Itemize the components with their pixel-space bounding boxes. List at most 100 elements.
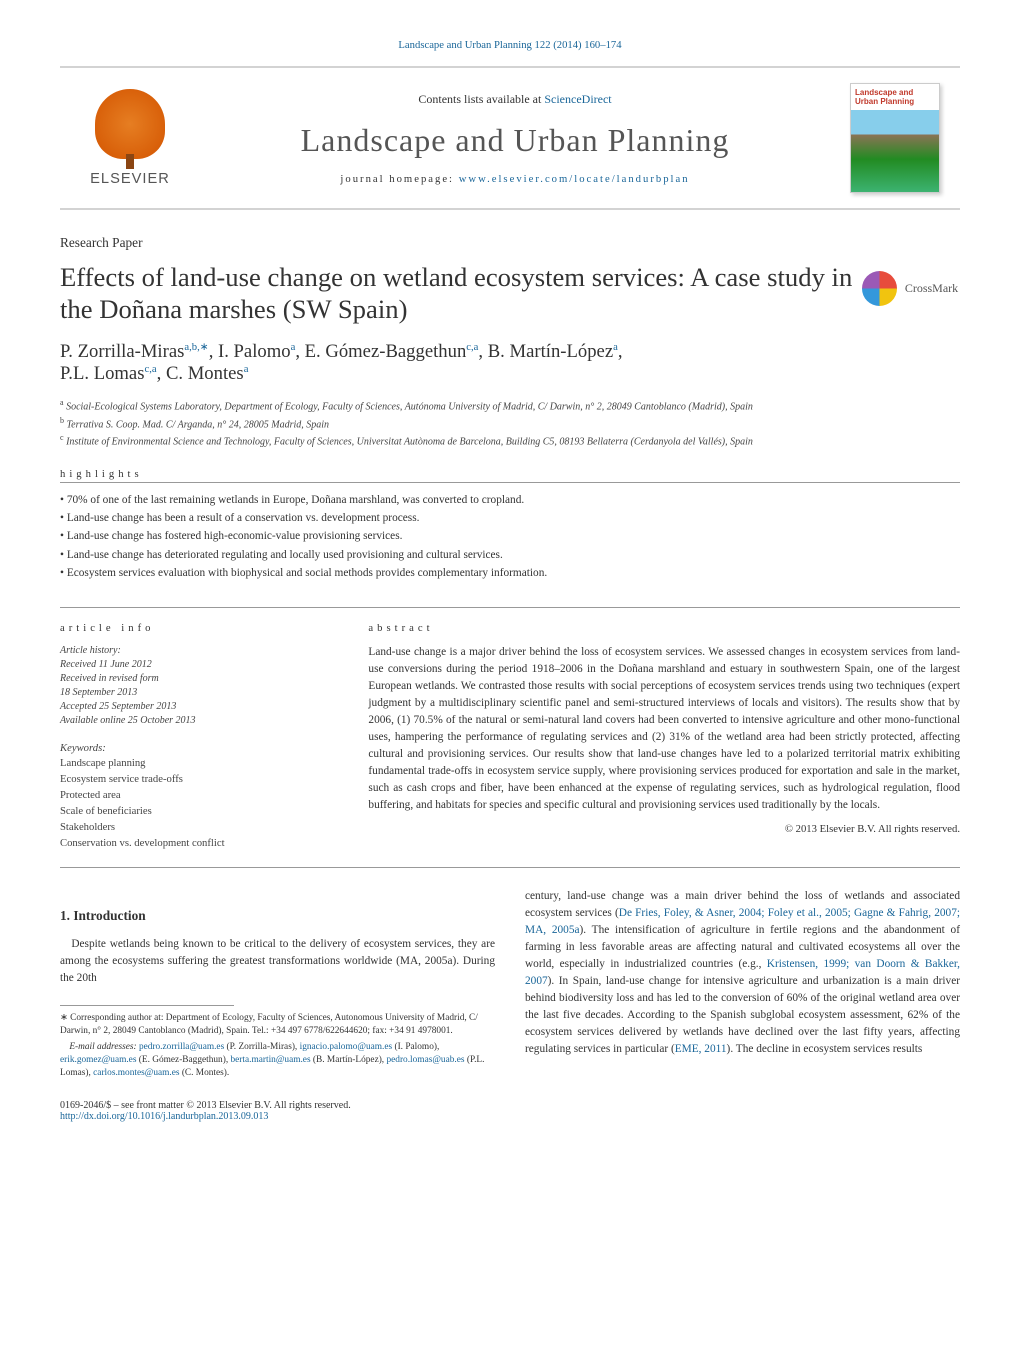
- journal-title: Landscape and Urban Planning: [180, 122, 850, 159]
- body-columns: 1. Introduction Despite wetlands being k…: [60, 888, 960, 1122]
- author-6: , C. Montes: [157, 363, 244, 384]
- history-item: Received 11 June 2012: [60, 658, 338, 672]
- keyword: Protected area: [60, 788, 338, 804]
- paper-type: Research Paper: [60, 235, 960, 251]
- top-citation-link[interactable]: Landscape and Urban Planning 122 (2014) …: [398, 40, 621, 51]
- journal-center: Contents lists available at ScienceDirec…: [180, 92, 850, 185]
- author-3: , E. Gómez-Baggethun: [295, 341, 466, 362]
- keyword: Ecosystem service trade-offs: [60, 772, 338, 788]
- author-1-sup: a,b,∗: [184, 342, 208, 353]
- paper-title: Effects of land-use change on wetland ec…: [60, 261, 960, 325]
- issn-line: 0169-2046/$ – see front matter © 2013 El…: [60, 1100, 495, 1111]
- author-5-sup: c,a: [144, 364, 156, 375]
- keyword: Stakeholders: [60, 820, 338, 836]
- highlight-item: Ecosystem services evaluation with bioph…: [60, 564, 960, 582]
- keywords-list: Landscape planning Ecosystem service tra…: [60, 756, 338, 852]
- keywords-label: Keywords:: [60, 743, 338, 754]
- body-col-right: century, land-use change was a main driv…: [525, 888, 960, 1122]
- email-link[interactable]: erik.gomez@uam.es: [60, 1055, 136, 1065]
- author-4: , B. Martín-López: [478, 341, 613, 362]
- cover-title: Landscape and Urban Planning: [851, 84, 939, 110]
- history-item: 18 September 2013: [60, 686, 338, 700]
- highlight-item: Land-use change has deteriorated regulat…: [60, 546, 960, 564]
- affiliation-b: b Terrativa S. Coop. Mad. C/ Arganda, n°…: [60, 415, 960, 432]
- author-3-sup: c,a: [466, 342, 478, 353]
- email-link[interactable]: pedro.zorrilla@uam.es: [139, 1042, 224, 1052]
- elsevier-logo: ELSEVIER: [80, 89, 180, 187]
- email-name: (E. Gómez-Baggethun),: [136, 1055, 228, 1065]
- affiliations: a Social-Ecological Systems Laboratory, …: [60, 397, 960, 449]
- email-label: E-mail addresses:: [69, 1042, 139, 1052]
- sciencedirect-link[interactable]: ScienceDirect: [544, 92, 611, 106]
- highlights-list: 70% of one of the last remaining wetland…: [60, 491, 960, 582]
- affiliation-a: a Social-Ecological Systems Laboratory, …: [60, 397, 960, 414]
- email-name: (I. Palomo),: [392, 1042, 439, 1052]
- email-block: E-mail addresses: pedro.zorrilla@uam.es …: [60, 1041, 495, 1080]
- crossmark-badge[interactable]: CrossMark: [860, 271, 960, 306]
- intro-r4: ). The decline in ecosystem services res…: [727, 1043, 923, 1055]
- history-label: Article history:: [60, 644, 338, 658]
- publisher-name: ELSEVIER: [90, 171, 170, 187]
- author-6-sup: a: [244, 364, 249, 375]
- authors: P. Zorrilla-Mirasa,b,∗, I. Palomo a , E. G…: [60, 340, 960, 385]
- bottom-line: 0169-2046/$ – see front matter © 2013 El…: [60, 1100, 495, 1122]
- footnotes: ∗ Corresponding author at: Department of…: [60, 1012, 495, 1080]
- author-1: P. Zorrilla-Miras: [60, 341, 184, 362]
- author-2: , I. Palomo: [209, 341, 291, 362]
- journal-homepage: journal homepage: www.elsevier.com/locat…: [180, 174, 850, 185]
- footnote-divider: [60, 1005, 234, 1006]
- corresponding-author: ∗ Corresponding author at: Department of…: [60, 1012, 495, 1038]
- keyword: Landscape planning: [60, 756, 338, 772]
- doi-link[interactable]: http://dx.doi.org/10.1016/j.landurbplan.…: [60, 1111, 268, 1122]
- email-name: (P. Zorrilla-Miras),: [224, 1042, 297, 1052]
- affiliation-c-text: Institute of Environmental Science and T…: [66, 436, 753, 447]
- sep: ,: [618, 341, 623, 362]
- journal-cover: Landscape and Urban Planning: [850, 83, 940, 193]
- publisher-logo-container: ELSEVIER: [80, 89, 180, 187]
- cover-image: [851, 110, 939, 192]
- journal-header: ELSEVIER Contents lists available at Sci…: [60, 66, 960, 210]
- intro-right-text: century, land-use change was a main driv…: [525, 888, 960, 1058]
- email-name: (C. Montes).: [179, 1068, 229, 1078]
- affiliation-b-text: Terrativa S. Coop. Mad. C/ Arganda, n° 2…: [67, 419, 330, 430]
- keyword: Conservation vs. development conflict: [60, 836, 338, 852]
- copyright: © 2013 Elsevier B.V. All rights reserved…: [368, 824, 960, 835]
- highlight-item: 70% of one of the last remaining wetland…: [60, 491, 960, 509]
- history-item: Available online 25 October 2013: [60, 714, 338, 728]
- homepage-link[interactable]: www.elsevier.com/locate/landurbplan: [459, 174, 690, 185]
- article-info-header: article info: [60, 623, 338, 634]
- email-link[interactable]: ignacio.palomo@uam.es: [300, 1042, 393, 1052]
- info-abstract-row: article info Article history: Received 1…: [60, 607, 960, 868]
- history-item: Received in revised form: [60, 672, 338, 686]
- highlight-item: Land-use change has been a result of a c…: [60, 509, 960, 527]
- body-col-left: 1. Introduction Despite wetlands being k…: [60, 888, 495, 1122]
- email-link[interactable]: carlos.montes@uam.es: [93, 1068, 179, 1078]
- highlight-item: Land-use change has fostered high-econom…: [60, 527, 960, 545]
- homepage-prefix: journal homepage:: [340, 174, 458, 185]
- elsevier-tree-icon: [95, 89, 165, 159]
- email-link[interactable]: pedro.lomas@uab.es: [386, 1055, 464, 1065]
- email-name: (B. Martín-López),: [311, 1055, 387, 1065]
- email-link[interactable]: berta.martin@uam.es: [231, 1055, 311, 1065]
- article-history: Article history: Received 11 June 2012 R…: [60, 644, 338, 728]
- intro-left-text: Despite wetlands being known to be criti…: [60, 936, 495, 987]
- cover-title-line2: Urban Planning: [855, 97, 935, 106]
- abstract-col: abstract Land-use change is a major driv…: [368, 623, 960, 852]
- history-item: Accepted 25 September 2013: [60, 700, 338, 714]
- keyword: Scale of beneficiaries: [60, 804, 338, 820]
- highlights-header: highlights: [60, 469, 960, 483]
- affiliation-c: c Institute of Environmental Science and…: [60, 432, 960, 449]
- citation-link[interactable]: EME, 2011: [675, 1043, 727, 1055]
- contents-line: Contents lists available at ScienceDirec…: [180, 92, 850, 107]
- intro-title: 1. Introduction: [60, 908, 495, 924]
- article-info-col: article info Article history: Received 1…: [60, 623, 338, 852]
- crossmark-icon: [862, 271, 897, 306]
- cover-title-line1: Landscape and: [855, 88, 935, 97]
- affiliation-a-text: Social-Ecological Systems Laboratory, De…: [66, 402, 753, 413]
- contents-prefix: Contents lists available at: [418, 92, 544, 106]
- author-5: P.L. Lomas: [60, 363, 144, 384]
- abstract-header: abstract: [368, 623, 960, 634]
- top-citation: Landscape and Urban Planning 122 (2014) …: [60, 40, 960, 51]
- crossmark-text: CrossMark: [905, 281, 958, 295]
- abstract-text: Land-use change is a major driver behind…: [368, 644, 960, 814]
